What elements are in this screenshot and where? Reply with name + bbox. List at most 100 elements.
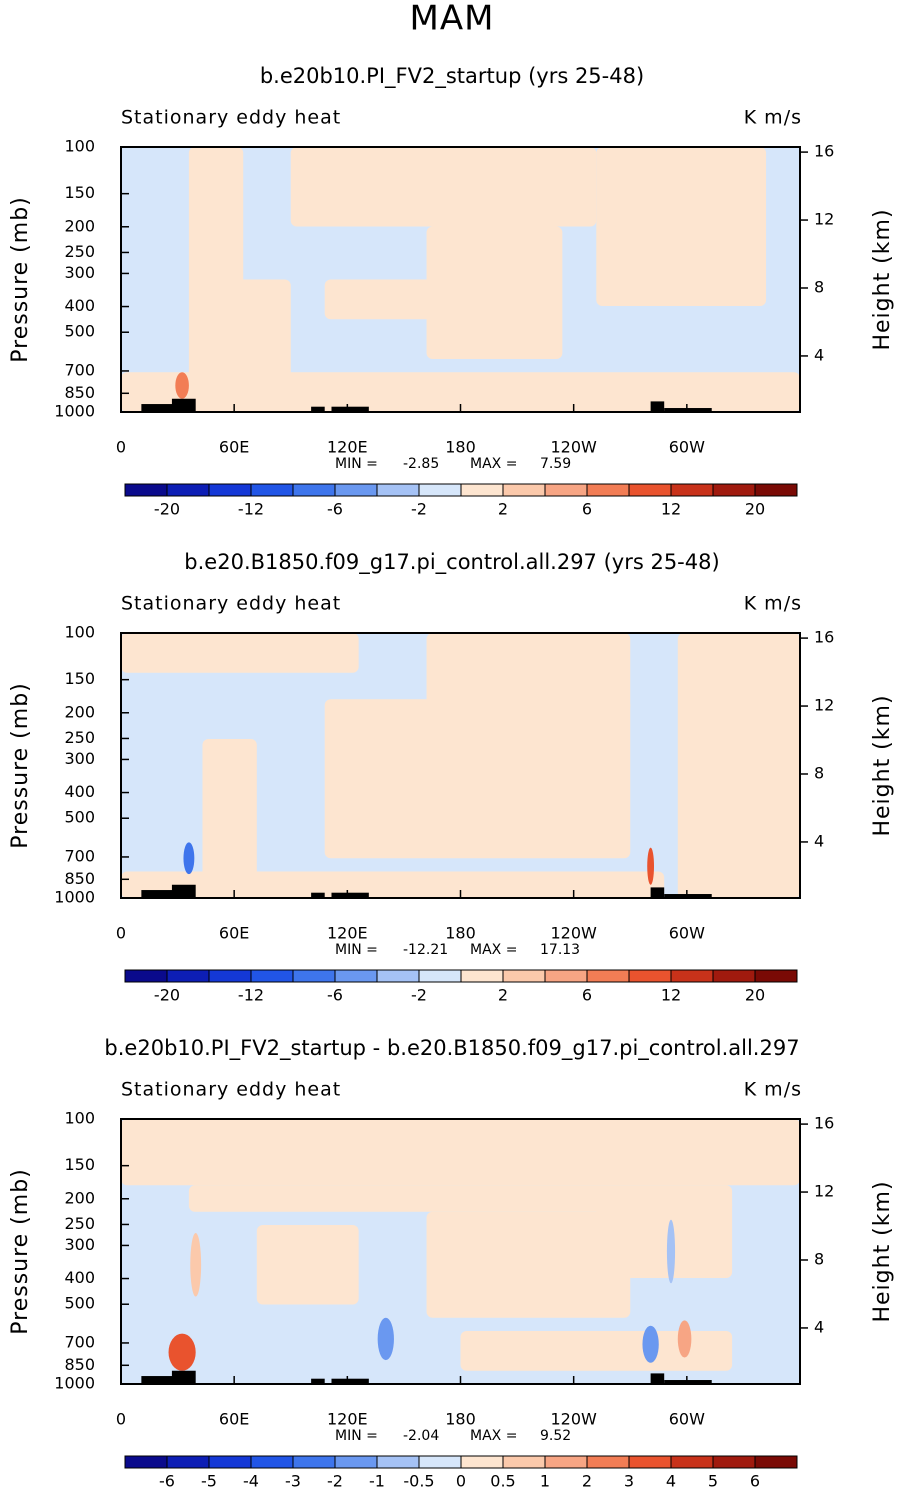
colorbar-label: -3	[285, 1472, 301, 1491]
colorbar-box	[502, 969, 546, 983]
colorbar-box	[376, 1455, 420, 1469]
colorbar-box	[502, 1455, 546, 1469]
colorbar-label: 12	[661, 500, 681, 519]
colorbar-label: 20	[745, 986, 765, 1005]
max-label: MAX =	[470, 1428, 517, 1444]
y-tick-label: 500	[64, 322, 95, 341]
field-region	[188, 1185, 733, 1212]
colorbar-box	[124, 1455, 168, 1469]
panel-title: b.e20b10.PI_FV2_startup (yrs 25-48)	[260, 64, 644, 89]
field-region	[324, 699, 631, 859]
colorbar-label: 4	[666, 1472, 676, 1491]
y-tick-label: 150	[64, 669, 95, 688]
y-tick-label: 100	[64, 137, 95, 156]
colorbar-box	[670, 483, 714, 497]
topography	[311, 1378, 325, 1384]
x-tick-label: 60E	[219, 1410, 249, 1429]
field-region	[596, 147, 767, 306]
y-tick-label: 300	[64, 1235, 95, 1254]
y-tick-label: 100	[64, 623, 95, 642]
colorbar-label: -20	[154, 986, 180, 1005]
topography	[141, 404, 189, 412]
x-tick-label: 120E	[327, 1410, 368, 1429]
field-region	[677, 633, 800, 898]
colorbar-box	[292, 969, 336, 983]
colorbar-label: -2	[411, 986, 427, 1005]
colorbar-box	[586, 969, 630, 983]
x-tick-label: 60E	[219, 438, 249, 457]
y2-tick-label: 16	[814, 142, 834, 161]
field-region	[324, 279, 495, 320]
y2-axis-label: Height (km)	[870, 694, 895, 836]
colorbar-label: -2	[327, 1472, 343, 1491]
colorbar-box	[628, 1455, 672, 1469]
colorbar-label: 5	[708, 1472, 718, 1491]
min-value: -12.21	[403, 942, 448, 958]
field-extreme	[377, 1317, 394, 1361]
y-tick-label: 400	[64, 782, 95, 801]
colorbar-box	[208, 1455, 252, 1469]
colorbar-box	[754, 1455, 798, 1469]
colorbar-box	[586, 1455, 630, 1469]
y-axis-label: Pressure (mb)	[8, 1168, 33, 1335]
y-tick-label: 200	[64, 702, 95, 721]
colorbar-box	[712, 1455, 756, 1469]
colorbar-box	[754, 969, 798, 983]
field-region	[426, 633, 631, 713]
colorbar-box	[166, 483, 210, 497]
x-tick-label: 60W	[669, 1410, 705, 1429]
field-region	[290, 147, 597, 227]
y-tick-label: 200	[64, 216, 95, 235]
y-tick-label: 250	[64, 1214, 95, 1233]
y-tick-label: 150	[64, 1155, 95, 1174]
colorbar-box	[166, 969, 210, 983]
y-tick-label: 100	[64, 1109, 95, 1128]
max-value: 17.13	[540, 942, 580, 958]
y-tick-label: 700	[64, 360, 95, 379]
colorbar-label: 0.5	[490, 1472, 515, 1491]
subtitle: Stationary eddy heat	[121, 593, 341, 615]
colorbar-box	[334, 1455, 378, 1469]
units: K m/s	[744, 593, 802, 615]
y-tick-label: 850	[64, 869, 95, 888]
panel-title: b.e20b10.PI_FV2_startup - b.e20.B1850.f0…	[104, 1036, 799, 1061]
colorbar-box	[250, 969, 294, 983]
colorbar-label: -1	[369, 1472, 385, 1491]
units: K m/s	[744, 1079, 802, 1101]
colorbar-label: 2	[582, 1472, 592, 1491]
y2-tick-label: 12	[814, 1182, 834, 1201]
topography	[650, 887, 665, 898]
field-region	[426, 1211, 631, 1318]
topography	[171, 884, 196, 898]
y-tick-label: 400	[64, 1268, 95, 1287]
colorbar-box	[208, 969, 252, 983]
field-extreme	[175, 372, 189, 399]
field-extreme	[677, 1320, 692, 1358]
x-tick-label: 60E	[219, 924, 249, 943]
topography	[141, 1376, 189, 1384]
colorbar-label: -20	[154, 500, 180, 519]
y-axis-label: Pressure (mb)	[8, 196, 33, 363]
colorbar-box	[712, 969, 756, 983]
subtitle: Stationary eddy heat	[121, 107, 341, 129]
colorbar-label: -12	[238, 500, 264, 519]
y2-tick-label: 4	[814, 345, 824, 364]
colorbar-label: 6	[582, 500, 592, 519]
colorbar-box	[418, 1455, 462, 1469]
colorbar-label: 2	[498, 986, 508, 1005]
colorbar-box	[166, 1455, 210, 1469]
y2-tick-label: 16	[814, 628, 834, 647]
y-tick-label: 500	[64, 1294, 95, 1313]
y-tick-label: 700	[64, 1332, 95, 1351]
y2-axis-label: Height (km)	[870, 1180, 895, 1322]
colorbar-label: 6	[582, 986, 592, 1005]
units: K m/s	[744, 107, 802, 129]
max-value: 7.59	[540, 456, 571, 472]
subtitle: Stationary eddy heat	[121, 1079, 341, 1101]
field-extreme	[190, 1232, 202, 1297]
colorbar-label: -2	[411, 500, 427, 519]
field-region	[121, 633, 359, 673]
colorbar-box	[544, 1455, 588, 1469]
colorbar-label: -12	[238, 986, 264, 1005]
topography	[664, 894, 712, 898]
